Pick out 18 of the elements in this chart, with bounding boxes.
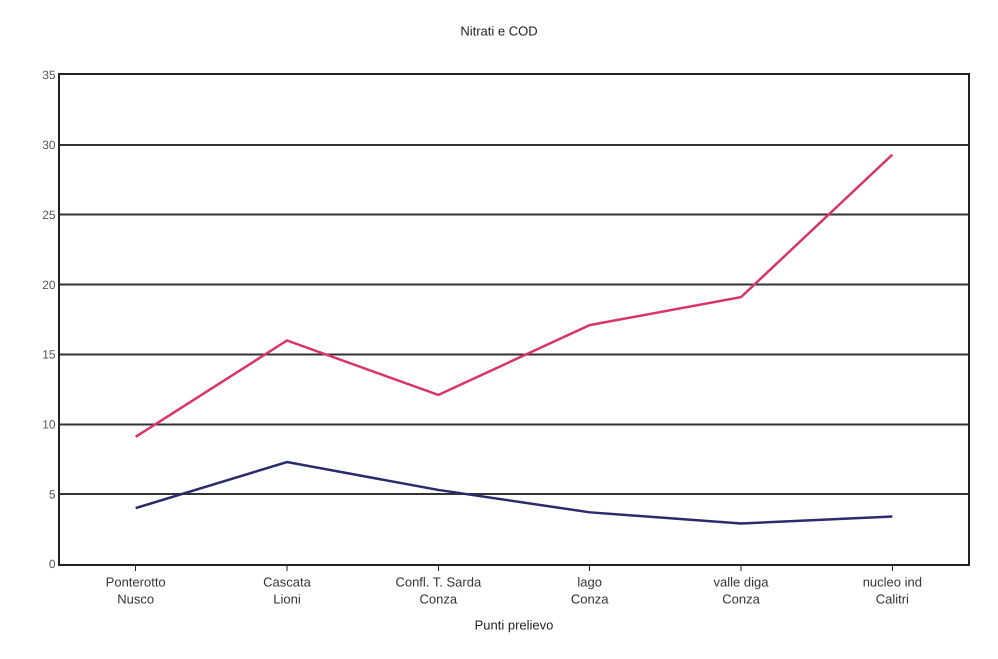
y-tick-label: 5 [48,487,56,502]
x-tick-label: Confl. T. Sarda Conza [395,574,482,606]
y-tick-label: 0 [48,557,56,572]
x-tick-label: Ponterotto Nusco [106,574,166,606]
y-tick-label: 10 [42,417,56,432]
y-tick-label: 35 [42,68,56,82]
x-tick-label: valle diga Conza [714,574,770,606]
x-axis-title: Punti prelievo [474,618,554,633]
x-tick-label: Cascata Lioni [263,574,312,606]
y-tick-label: 20 [42,278,56,292]
y-tick-label: 25 [42,208,56,222]
y-tick-label: 15 [42,348,56,362]
line-series [134,153,894,438]
x-tick-label: lago Conza [570,574,610,606]
line-series [134,460,894,525]
chart-title: Nitrati e COD [460,23,538,38]
x-tick-label: nucleo ind Calitri [862,574,922,606]
y-tick-label: 30 [42,138,56,152]
